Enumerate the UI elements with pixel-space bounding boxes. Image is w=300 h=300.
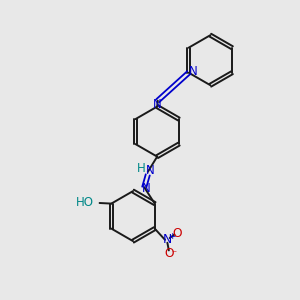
Text: O: O: [172, 227, 182, 240]
Text: N: N: [152, 98, 161, 111]
Text: N: N: [142, 182, 151, 195]
Text: N: N: [163, 233, 172, 246]
Text: H: H: [137, 163, 146, 176]
Text: N: N: [146, 164, 154, 177]
Text: O: O: [164, 248, 174, 260]
Text: N: N: [189, 65, 198, 78]
Text: +: +: [168, 232, 175, 241]
Text: HO: HO: [76, 196, 94, 209]
Text: ⁻: ⁻: [172, 250, 177, 260]
